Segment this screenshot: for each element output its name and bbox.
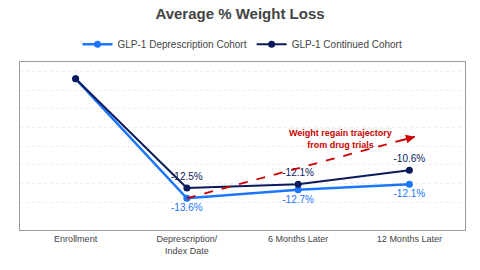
svg-text:Average % Weight Loss: Average % Weight Loss <box>155 5 324 22</box>
svg-text:-12.5%: -12.5% <box>171 171 203 182</box>
svg-text:-13.6%: -13.6% <box>171 202 203 213</box>
svg-text:GLP-1 Deprescription Cohort: GLP-1 Deprescription Cohort <box>118 39 247 50</box>
svg-text:12 Months Later: 12 Months Later <box>377 234 442 244</box>
svg-text:6 Months Later: 6 Months Later <box>268 234 328 244</box>
svg-text:-12.7%: -12.7% <box>282 194 314 205</box>
svg-text:-12.1%: -12.1% <box>394 188 426 199</box>
svg-text:Deprescription/Index Date: Deprescription/Index Date <box>157 234 218 256</box>
svg-text:-12.1%: -12.1% <box>282 167 314 178</box>
svg-text:Enrollment: Enrollment <box>54 234 98 244</box>
svg-text:GLP-1 Continued Cohort: GLP-1 Continued Cohort <box>292 39 402 50</box>
svg-text:-10.6%: -10.6% <box>394 153 426 164</box>
svg-text:Weight regain trajectoryfrom d: Weight regain trajectoryfrom drug trials <box>289 128 392 150</box>
